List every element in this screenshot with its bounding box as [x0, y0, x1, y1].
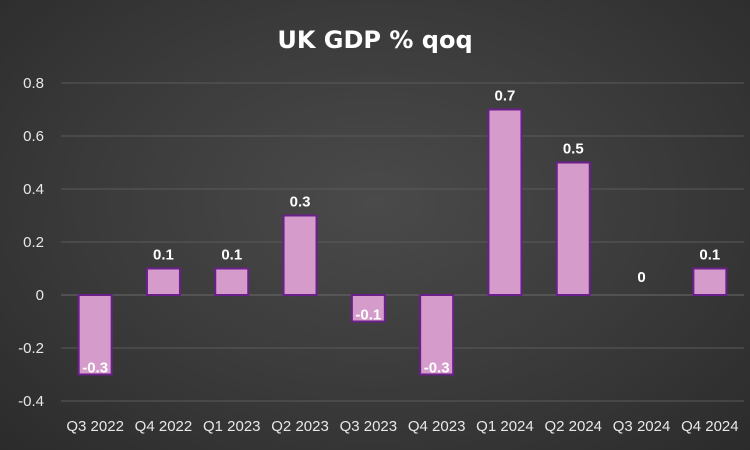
bar-4 [350, 294, 386, 323]
bar-5 [419, 294, 455, 376]
x-tick-label-6: Q1 2024 [476, 418, 534, 435]
y-tick-label-3: 0.2 [23, 234, 44, 251]
y-tick-label-0: -0.4 [18, 393, 44, 410]
y-tick-label-6: 0.8 [23, 75, 44, 92]
y-tick-label-5: 0.6 [23, 128, 44, 145]
data-label-4: -0.1 [355, 307, 381, 324]
data-label-3: 0.3 [290, 194, 311, 211]
x-axis-ticks: Q3 2022 Q4 2022 Q1 2023 Q2 2023 Q3 2023 Q4 20… [66, 418, 738, 435]
data-label-6: 0.7 [495, 88, 516, 105]
chart-title: UK GDP % qoq [277, 26, 472, 54]
x-tick-label-3: Q2 2023 [271, 418, 329, 435]
data-labels: -0.3 0.1 0.1 0.3 -0.1 -0.3 0.7 0.5 0 0.1 [82, 88, 720, 377]
x-tick-label-8: Q3 2024 [613, 418, 671, 435]
gridlines [61, 82, 744, 402]
x-tick-label-2: Q1 2023 [203, 418, 261, 435]
data-label-7: 0.5 [563, 141, 584, 158]
bar-2 [214, 267, 250, 296]
data-label-0: -0.3 [82, 360, 108, 377]
x-tick-label-0: Q3 2022 [66, 418, 124, 435]
x-tick-label-7: Q2 2024 [544, 418, 602, 435]
bar-6 [487, 108, 523, 296]
bar-1 [145, 267, 181, 296]
y-tick-label-4: 0.4 [23, 181, 44, 198]
data-label-9: 0.1 [699, 247, 720, 264]
bar-9 [692, 267, 728, 296]
bar-0 [77, 294, 113, 376]
data-label-2: 0.1 [221, 247, 242, 264]
x-tick-label-4: Q3 2023 [340, 418, 398, 435]
y-tick-label-1: -0.2 [18, 340, 44, 357]
x-tick-label-1: Q4 2022 [135, 418, 193, 435]
bar-7 [555, 161, 591, 296]
data-label-1: 0.1 [153, 247, 174, 264]
x-tick-label-9: Q4 2024 [681, 418, 739, 435]
data-label-8: 0 [637, 269, 645, 286]
y-axis-ticks: -0.4 -0.2 0 0.2 0.4 0.6 0.8 [18, 75, 44, 410]
bars [77, 108, 728, 376]
y-tick-label-2: 0 [36, 287, 44, 304]
bar-3 [282, 214, 318, 296]
x-tick-label-5: Q4 2023 [408, 418, 466, 435]
data-label-5: -0.3 [424, 360, 450, 377]
